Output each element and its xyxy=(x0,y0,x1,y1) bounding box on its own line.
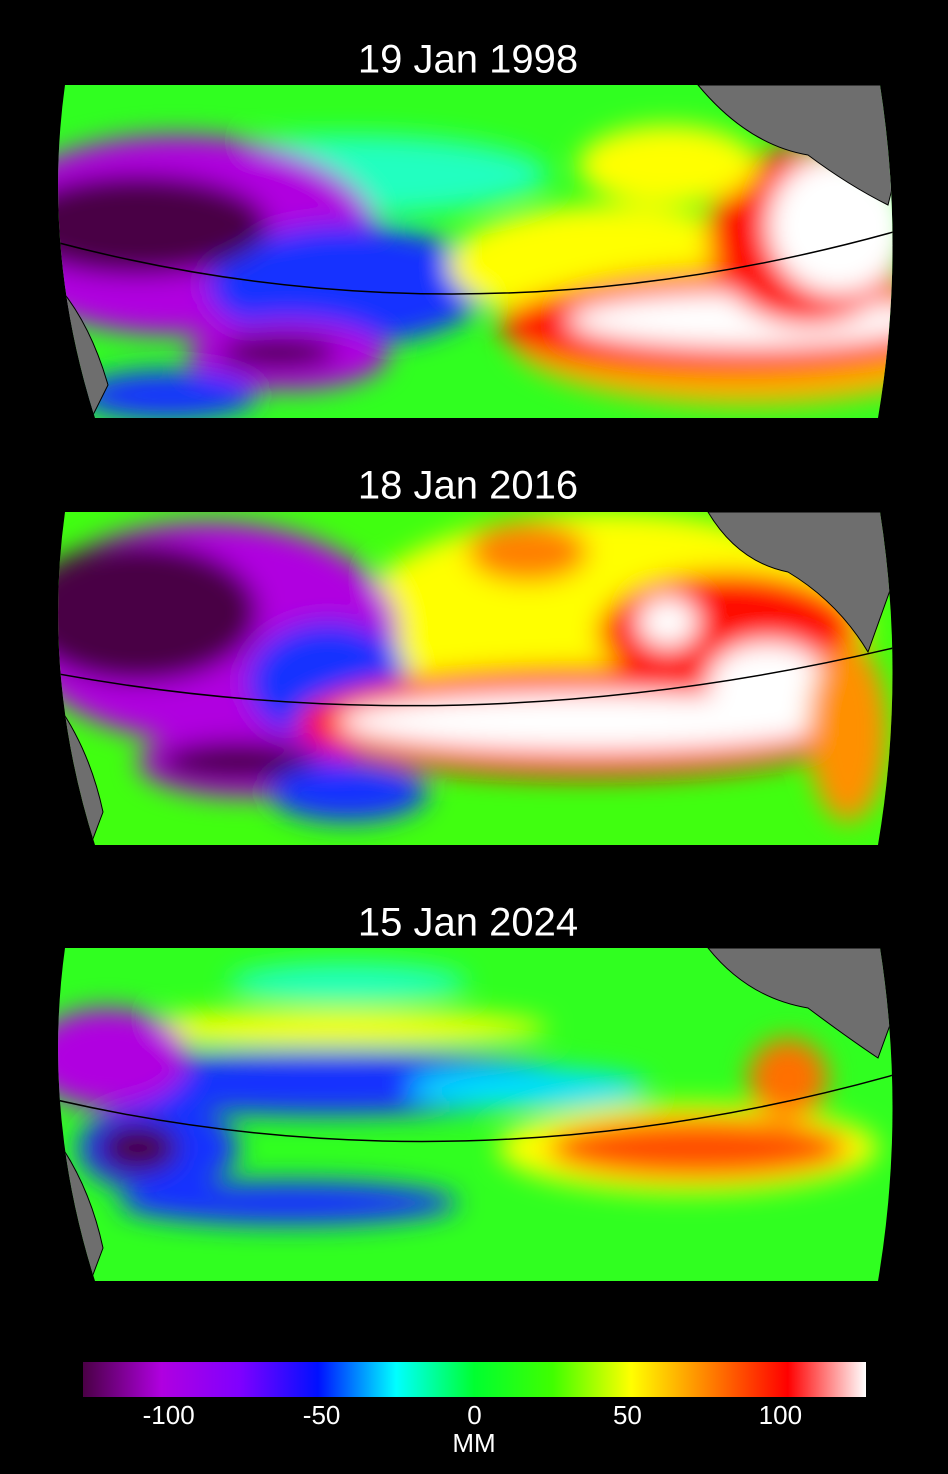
tick-label: 0 xyxy=(467,1400,481,1430)
colorbar: -100 -50 0 50 100 xyxy=(83,1362,866,1430)
tick-label: -100 xyxy=(143,1400,195,1430)
map-panel xyxy=(58,85,893,418)
tick-label: 100 xyxy=(759,1400,802,1430)
colorbar-label: MM xyxy=(452,1428,495,1458)
panel-title: 19 Jan 1998 xyxy=(358,38,578,82)
tick-label: -50 xyxy=(303,1400,341,1430)
map-panel xyxy=(58,512,893,845)
panel-title: 18 Jan 2016 xyxy=(358,464,578,508)
tick-label: 50 xyxy=(613,1400,642,1430)
colorbar-gradient xyxy=(83,1362,866,1397)
panel-title: 15 Jan 2024 xyxy=(358,901,578,945)
map-panel xyxy=(58,948,893,1281)
